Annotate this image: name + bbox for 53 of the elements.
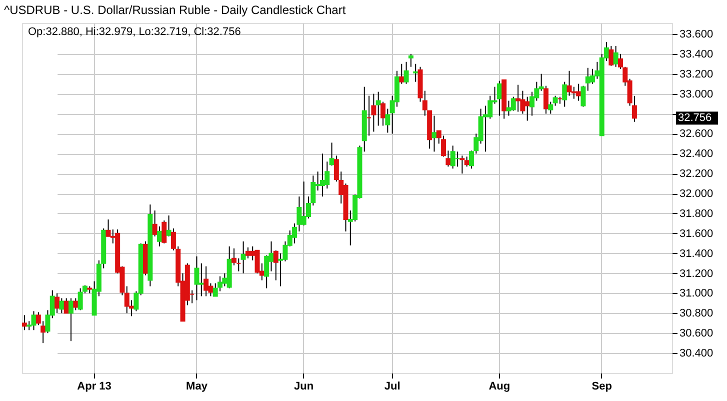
- candlestick: [194, 256, 200, 301]
- y-tick-label: 33.600: [680, 28, 714, 40]
- candlestick: [566, 70, 572, 96]
- candlestick: [376, 91, 381, 126]
- y-tick-label: 31.200: [680, 268, 714, 280]
- candlestick: [464, 156, 470, 168]
- candlestick: [54, 292, 60, 314]
- x-tick-label: Sep: [592, 380, 612, 392]
- x-tick-label: Apr 13: [77, 380, 112, 392]
- candlestick: [562, 81, 568, 108]
- text: 32.756: [678, 112, 712, 124]
- candlestick: [64, 298, 69, 314]
- x-tick-label: Jul: [384, 380, 400, 392]
- y-tick-label: 32.200: [680, 168, 714, 180]
- candlestick: [613, 45, 618, 68]
- y-tick-label: 31.400: [680, 248, 714, 260]
- candlestick: [68, 298, 74, 342]
- candlestick: [580, 85, 586, 108]
- y-tick-label: 30.400: [680, 348, 714, 360]
- candlestick: [432, 115, 437, 152]
- candlestick: [124, 286, 130, 314]
- candlestick: [404, 61, 409, 84]
- y-tick-label: 32.000: [680, 188, 714, 200]
- y-tick-label: 32.600: [680, 128, 714, 140]
- y-tick-label: 30.600: [680, 328, 714, 340]
- y-tick-label: 31.800: [680, 208, 714, 220]
- candlestick: [496, 80, 502, 116]
- candlestick: [413, 63, 418, 82]
- x-tick-label: Aug: [488, 380, 510, 392]
- candlestick: [371, 93, 376, 132]
- candlestick: [240, 240, 246, 274]
- chart-title: ^USDRUB - U.S. Dollar/Russian Ruble - Daily Candlestick Chart: [4, 3, 346, 17]
- y-tick-label: 33.000: [680, 88, 714, 100]
- candlestick: [552, 95, 558, 106]
- candlestick: [460, 155, 465, 174]
- y-tick-label: 32.400: [680, 148, 714, 160]
- y-tick-label: 31.600: [680, 228, 714, 240]
- x-tick-label: Jun: [294, 380, 314, 392]
- candlestick: [204, 266, 209, 297]
- candlestick: [608, 45, 614, 66]
- candlestick: [22, 314, 27, 331]
- y-tick-label: 31.000: [680, 288, 714, 300]
- candlestick: [399, 63, 404, 84]
- y-tick-label: 30.800: [680, 308, 714, 320]
- annotation: Op:32.880, Hi:32.979, Lo:32.719, Cl:32.756: [28, 26, 241, 38]
- candlestick: [450, 145, 456, 170]
- y-tick-label: 33.200: [680, 68, 714, 80]
- candlestick: [408, 53, 414, 68]
- candlestick: [162, 220, 167, 244]
- candlestick: [73, 298, 78, 311]
- y-tick-label: 33.400: [680, 48, 714, 60]
- x-tick-label: May: [186, 380, 208, 392]
- candlestick: [516, 84, 521, 112]
